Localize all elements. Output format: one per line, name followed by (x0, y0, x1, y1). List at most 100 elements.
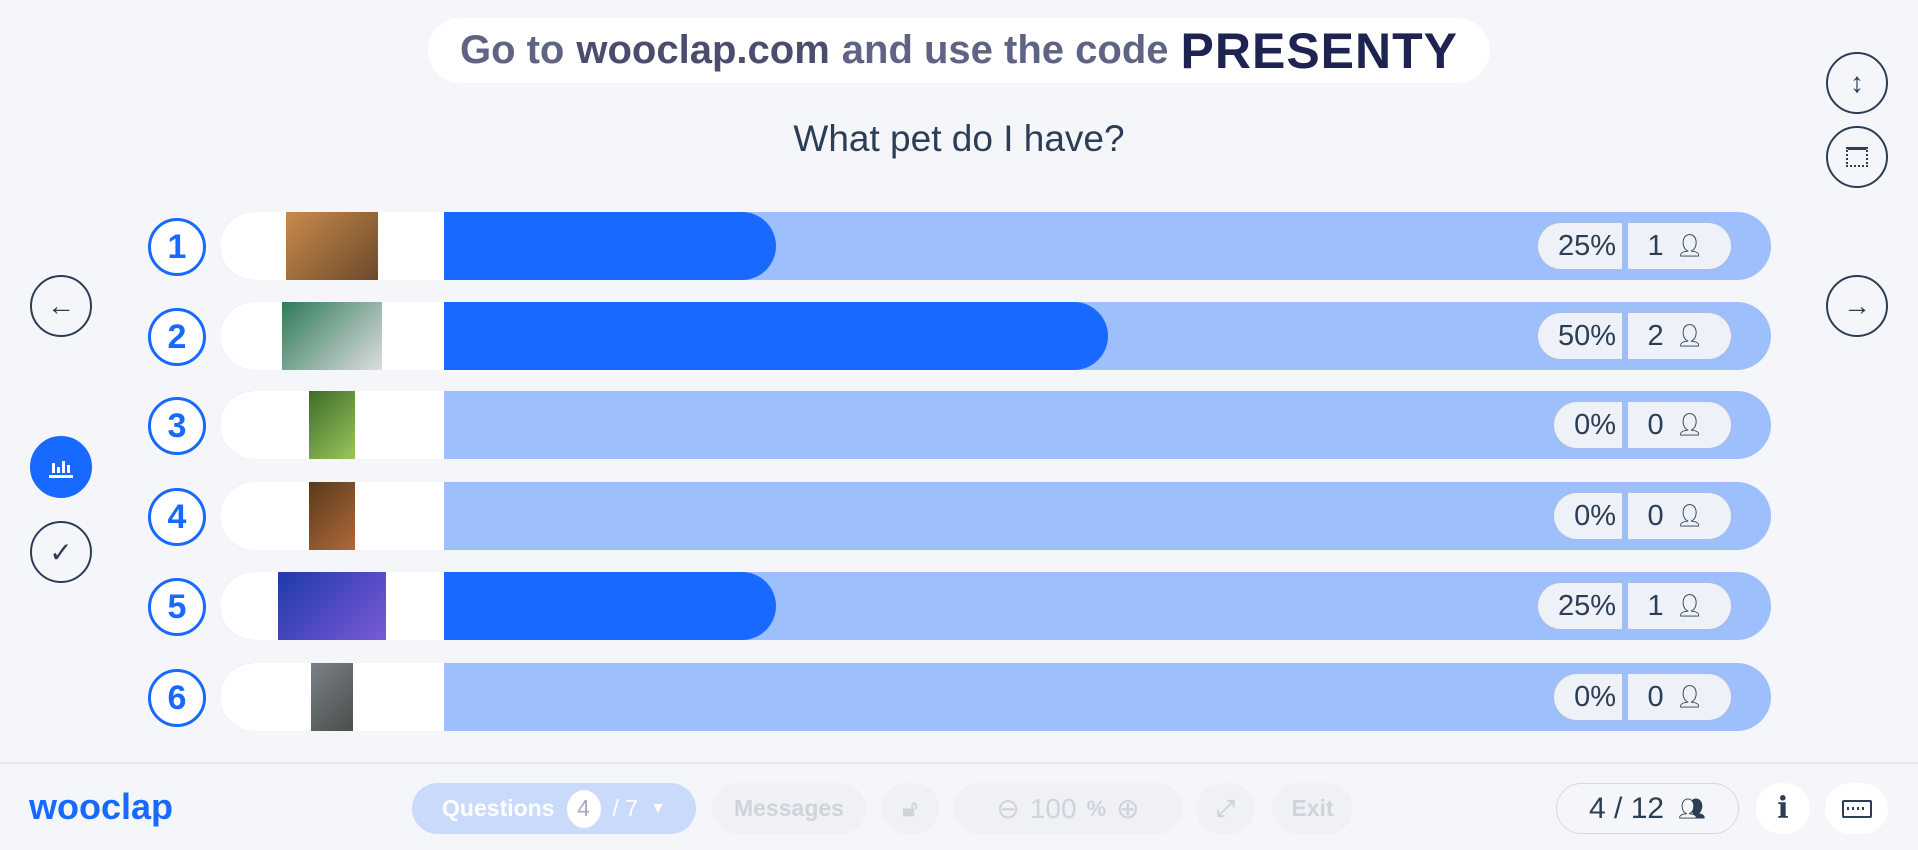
zoom-out-icon[interactable]: ⊖ (996, 793, 1020, 824)
answer-bar-track: 0% 0 👤︎ (220, 391, 1771, 459)
questions-dropdown[interactable]: Questions 4 / 7 ▼ (412, 783, 696, 834)
answer-count-value: 2 (1647, 319, 1664, 352)
answer-image-cat (282, 302, 382, 370)
answer-count: 1 👤︎ (1628, 223, 1731, 269)
answer-percent: 0% (1554, 674, 1622, 720)
lock-button[interactable]: 🔓︎ (881, 783, 939, 834)
answer-count-value: 1 (1647, 589, 1664, 622)
answer-percent: 25% (1537, 223, 1622, 269)
user-icon: 👤︎ (1675, 684, 1704, 709)
answer-bar-track: 25% 1 👤︎ (220, 572, 1771, 640)
toggle-height-button[interactable]: ↕ (1826, 52, 1888, 114)
layout-icon (1846, 147, 1868, 167)
answer-percent: 0% (1554, 493, 1622, 539)
answer-image-area (220, 391, 444, 459)
question-title: What pet do I have? (793, 118, 1125, 159)
answer-percent: 25% (1537, 583, 1622, 629)
banner-middle: and use the code (841, 28, 1169, 72)
answer-image-area (220, 663, 444, 731)
zoom-value: 100 (1029, 792, 1077, 824)
answer-number: 3 (148, 397, 206, 455)
check-icon: ✓ (49, 536, 73, 568)
answer-count-value: 1 (1647, 229, 1664, 262)
answer-number: 4 (148, 488, 206, 546)
zoom-unit: % (1086, 795, 1107, 821)
answer-image-area (220, 482, 444, 550)
answer-count: 0 👤︎ (1628, 402, 1731, 448)
banner-site: wooclap.com (576, 28, 830, 72)
answer-row: 2 50% 2 👤︎ (145, 302, 1775, 370)
answer-percent: 0% (1554, 402, 1622, 448)
user-icon: 👤︎ (1675, 323, 1704, 348)
info-button[interactable]: i (1756, 783, 1810, 834)
bar-chart-icon (49, 461, 73, 478)
show-correct-answer-button[interactable]: ✓ (30, 521, 92, 583)
answer-count-value: 0 (1647, 499, 1664, 532)
zoom-in-icon[interactable]: ⊕ (1116, 793, 1140, 824)
exit-button[interactable]: Exit (1272, 783, 1353, 834)
answer-count-value: 0 (1647, 680, 1664, 713)
expand-icon: ⤢ (1216, 795, 1235, 821)
answer-image-frog (309, 391, 355, 459)
arrow-left-icon: ← (47, 290, 75, 321)
user-icon: 👤︎ (1675, 412, 1704, 437)
current-question: 4 (566, 789, 601, 828)
join-instructions-banner: Go to wooclap.com and use the code PRESE… (428, 18, 1490, 83)
keyboard-icon (1841, 799, 1872, 818)
answer-bar-track: 0% 0 👤︎ (220, 663, 1771, 731)
answer-row: 4 0% 0 👤︎ (145, 482, 1775, 550)
previous-button[interactable]: ← (30, 275, 92, 337)
answer-image-beagle-dog (286, 212, 378, 280)
answer-count: 1 👤︎ (1628, 583, 1731, 629)
exit-label: Exit (1291, 795, 1334, 821)
user-icon: 👤︎ (1675, 233, 1704, 258)
banner-prefix: Go to (459, 28, 565, 72)
answer-bar-fill (444, 212, 776, 280)
caret-down-icon: ▼ (650, 799, 666, 817)
answer-bar-track: 25% 1 👤︎ (220, 212, 1771, 280)
messages-button[interactable]: Messages (712, 783, 866, 834)
answer-row: 6 0% 0 👤︎ (145, 663, 1775, 731)
answer-row: 1 25% 1 👤︎ (145, 212, 1775, 280)
answer-row: 3 0% 0 👤︎ (145, 391, 1775, 459)
answer-image-area (220, 302, 444, 370)
answer-bar-track: 50% 2 👤︎ (220, 302, 1771, 370)
vertical-arrows-icon: ↕ (1850, 67, 1864, 98)
answer-number: 5 (148, 578, 206, 636)
info-icon: i (1777, 791, 1789, 826)
answer-image-area (220, 212, 444, 280)
answer-image-fish (278, 572, 386, 640)
questions-label: Questions (442, 795, 555, 821)
messages-label: Messages (734, 795, 844, 821)
answer-image-horse (309, 482, 355, 550)
answer-count: 0 👤︎ (1628, 674, 1731, 720)
participants-count: 4 / 12 (1589, 791, 1665, 825)
answer-number: 6 (148, 669, 206, 727)
keyboard-shortcuts-button[interactable] (1825, 783, 1888, 834)
answer-number: 1 (148, 218, 206, 276)
answer-image-area (220, 572, 444, 640)
answer-number: 2 (148, 308, 206, 366)
event-code: PRESENTY (1180, 22, 1459, 79)
participants-counter[interactable]: 4 / 12 👥︎ (1556, 783, 1739, 834)
unlock-icon: 🔓︎ (902, 795, 918, 821)
wooclap-logo: wooclap (29, 786, 174, 827)
answer-image-dinosaur (311, 663, 353, 731)
arrow-right-icon: → (1843, 290, 1871, 321)
answer-row: 5 25% 1 👤︎ (145, 572, 1775, 640)
answer-bar-track: 0% 0 👤︎ (220, 482, 1771, 550)
answer-bar-fill (444, 302, 1108, 370)
answer-count: 2 👤︎ (1628, 313, 1731, 359)
answer-bar-fill (444, 572, 776, 640)
total-questions: / 7 (612, 795, 639, 821)
user-icon: 👤︎ (1675, 503, 1704, 528)
zoom-controls: ⊖ 100 % ⊕ (953, 783, 1183, 834)
answer-percent: 50% (1537, 313, 1622, 359)
next-button[interactable]: → (1826, 275, 1888, 337)
answer-count: 0 👤︎ (1628, 493, 1731, 539)
user-icon: 👤︎ (1675, 593, 1704, 618)
users-icon: 👥︎ (1678, 795, 1706, 821)
layout-button[interactable] (1826, 126, 1888, 188)
results-chart-button[interactable] (30, 436, 92, 498)
fullscreen-button[interactable]: ⤢ (1196, 783, 1255, 834)
